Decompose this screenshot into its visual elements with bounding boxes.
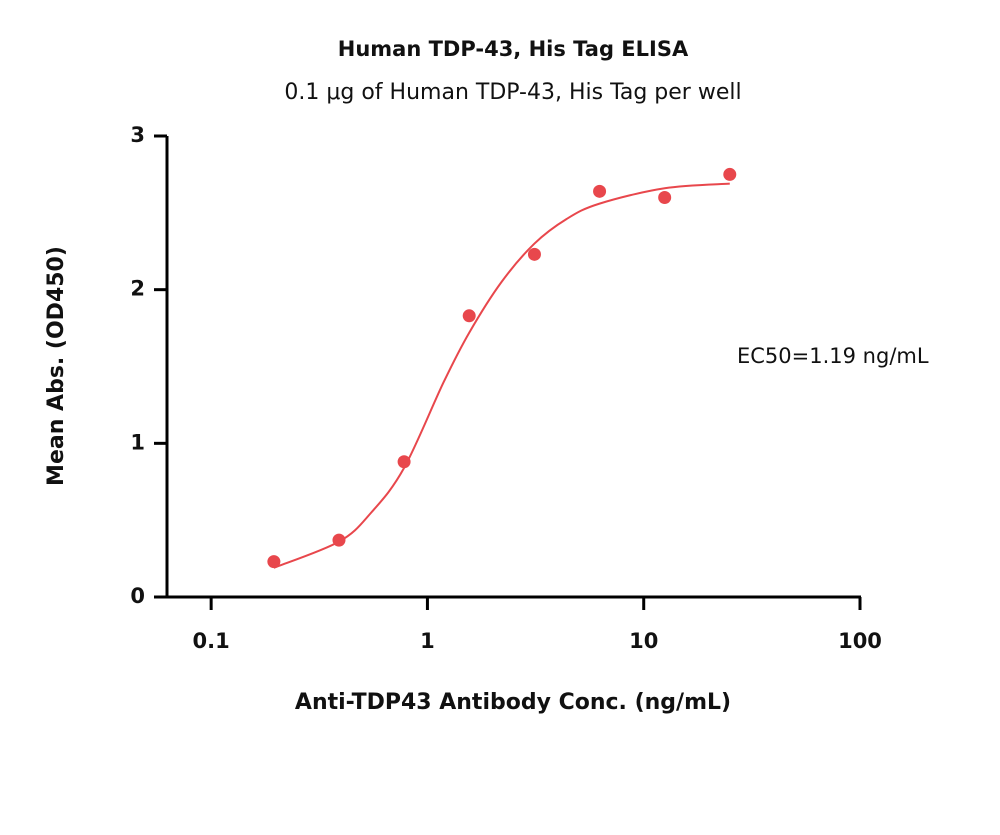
data-point xyxy=(332,533,346,547)
x-tick-label: 1 xyxy=(420,629,435,653)
data-point xyxy=(658,190,672,204)
data-point xyxy=(527,247,541,261)
x-axis-label: Anti-TDP43 Antibody Conc. (ng/mL) xyxy=(295,690,731,715)
chart-title: Human TDP-43, His Tag ELISA xyxy=(338,37,689,61)
fit-curve xyxy=(273,182,730,569)
data-point xyxy=(397,455,411,469)
y-tick-label: 1 xyxy=(130,430,145,454)
data-point xyxy=(462,309,476,323)
x-tick-label: 0.1 xyxy=(193,629,230,653)
chart-subtitle: 0.1 μg of Human TDP-43, His Tag per well xyxy=(284,80,741,105)
data-point xyxy=(593,184,607,198)
annotation: EC50=1.19 ng/mL xyxy=(737,344,929,368)
x-tick-label: 100 xyxy=(838,629,882,653)
y-tick-label: 2 xyxy=(130,277,145,301)
y-axis-label: Mean Abs. (OD450) xyxy=(44,246,69,486)
y-tick-label: 0 xyxy=(130,584,145,608)
data-point xyxy=(723,167,737,181)
data-point xyxy=(267,555,281,569)
y-tick-label: 3 xyxy=(130,123,145,147)
x-tick-label: 10 xyxy=(629,629,658,653)
